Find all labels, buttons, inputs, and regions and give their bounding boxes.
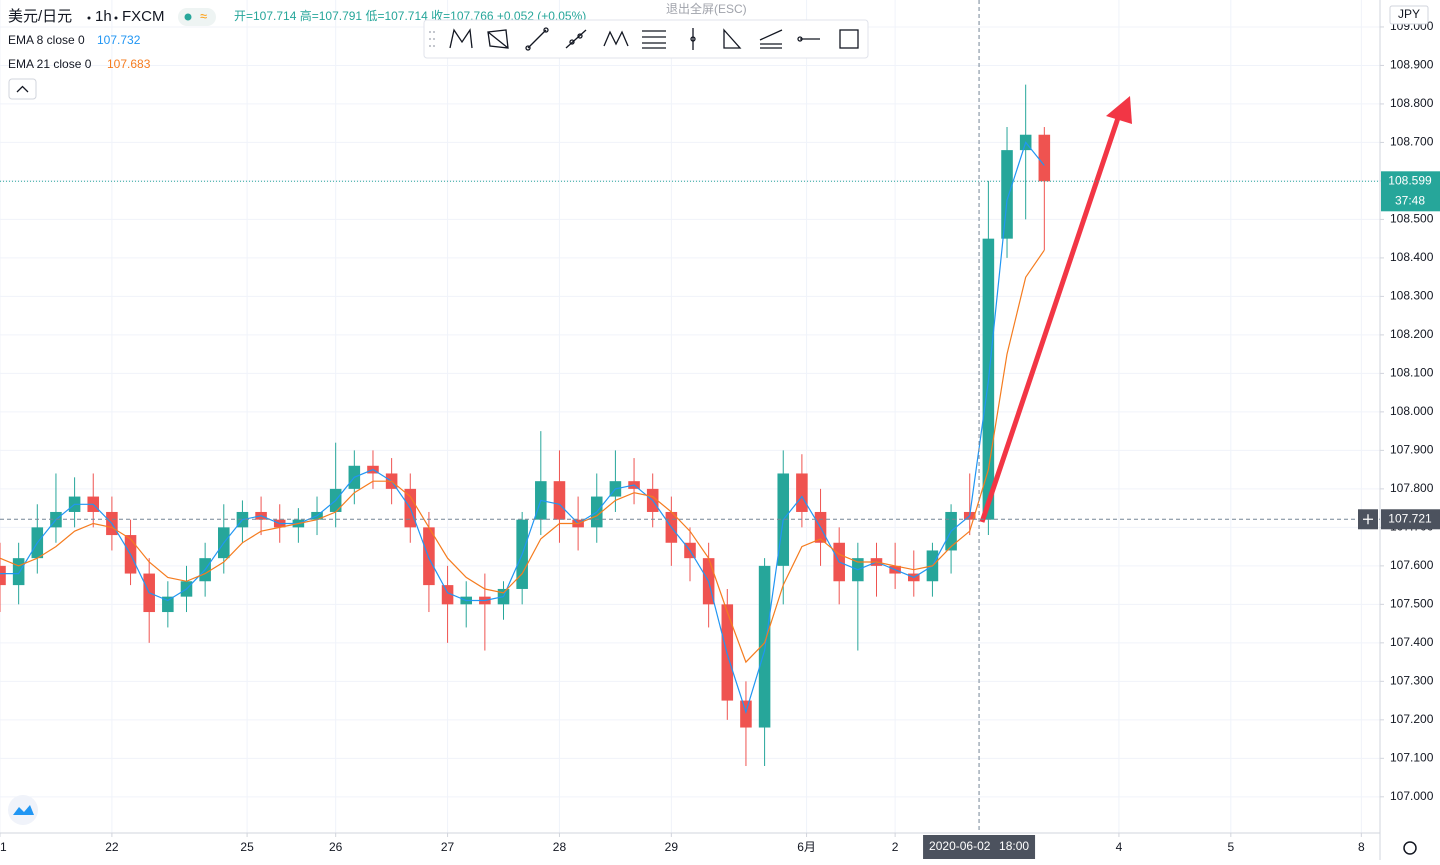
logo[interactable] [8, 795, 38, 825]
indicator-name[interactable]: EMA 21 close 0 [8, 57, 92, 71]
currency-box [1389, 5, 1429, 25]
tool-button[interactable] [603, 30, 629, 47]
currency-label: JPY [1398, 7, 1420, 21]
candle-body [162, 596, 174, 613]
tool-button[interactable] [690, 28, 696, 50]
y-tick-label: 107.500 [1390, 597, 1434, 611]
candle-body [12, 558, 25, 586]
tool-button[interactable] [565, 29, 587, 49]
indicator-name[interactable]: EMA 8 close 0 [8, 33, 85, 47]
crosshair-time-label: 18:00 [999, 839, 1029, 853]
crosshair-time-box [923, 835, 1036, 859]
tool-button[interactable] [487, 29, 509, 49]
y-tick-label: 107.200 [1390, 712, 1434, 726]
indicator-value: 107.683 [107, 57, 151, 71]
candle-body [1001, 150, 1013, 239]
y-tick-label: 107.300 [1390, 674, 1434, 688]
collapse-button[interactable] [8, 78, 37, 100]
y-tick-label: 107.600 [1390, 558, 1434, 572]
symbol-title[interactable]: 美元/日元 [8, 8, 72, 25]
x-tick-label: 26 [329, 840, 343, 854]
ohlc-text: 开=107.714 高=107.791 低=107.714 收=107.766 … [234, 8, 586, 23]
y-tick-label: 108.500 [1390, 212, 1434, 226]
status-icon: ≈ [200, 8, 207, 23]
y-tick-label: 108.900 [1390, 58, 1434, 72]
source: FXCM [122, 8, 165, 25]
tool-button[interactable] [797, 36, 820, 42]
y-tick-label: 108.100 [1390, 366, 1434, 380]
candle-body [1038, 134, 1051, 182]
candle-body [553, 481, 566, 520]
x-tick-label: 27 [441, 840, 455, 854]
y-tick-label: 108.200 [1390, 327, 1434, 341]
y-tick-label: 108.700 [1390, 135, 1434, 149]
candle-body [0, 565, 6, 586]
y-tick-label: 108.800 [1390, 96, 1434, 110]
indicator-line [0, 141, 1045, 715]
y-tick-label: 107.800 [1390, 481, 1434, 495]
collapse-icon [16, 85, 29, 93]
crosshair-date-label: 2020-06-02 [929, 839, 991, 853]
annotation-arrow [979, 96, 1132, 523]
x-tick-label: 22 [105, 840, 119, 854]
y-tick-label: 108.000 [1390, 404, 1434, 418]
exit-fullscreen[interactable] [660, 0, 784, 20]
countdown: 37:48 [1395, 193, 1425, 207]
x-tick-label: 25 [240, 840, 254, 854]
crosshair-price-box [1381, 509, 1440, 530]
y-tick-label: 107.900 [1390, 443, 1434, 457]
x-tick-label: 21 [0, 840, 7, 854]
candle-body [740, 700, 752, 728]
crosshair-price-label: 107.721 [1388, 511, 1432, 525]
y-tick-label: 108.400 [1390, 250, 1434, 264]
y-tick-label: 107.400 [1390, 635, 1434, 649]
tool-button[interactable] [723, 28, 742, 49]
exit-fullscreen-label[interactable]: 退出全屏(ESC) [666, 1, 747, 16]
candle-body [423, 527, 435, 586]
market-status[interactable] [178, 8, 216, 26]
x-tick-label: 6月 [797, 840, 816, 854]
x-tick-label: 29 [665, 840, 679, 854]
candle-body [441, 585, 454, 605]
x-tick-label: 4 [1116, 840, 1123, 854]
tool-button[interactable] [759, 29, 783, 49]
last-price-label: 108.599 [1388, 173, 1432, 187]
settings-button[interactable] [1403, 841, 1417, 855]
candle-body [796, 473, 808, 512]
indicator-line [0, 249, 1045, 664]
tool-button[interactable] [525, 27, 549, 51]
tool-button[interactable] [839, 29, 859, 49]
tool-button[interactable] [449, 28, 473, 49]
tool-button[interactable] [642, 30, 666, 49]
status-dot [184, 13, 192, 21]
x-tick-label: 2 [892, 840, 899, 854]
y-tick-label: 107.100 [1390, 750, 1434, 764]
last-price-box [1381, 171, 1440, 212]
separator [114, 16, 118, 20]
separator [87, 16, 91, 20]
x-tick-label: 28 [553, 840, 567, 854]
logo-icon [13, 805, 34, 815]
x-tick-label: 5 [1227, 840, 1234, 854]
drawing-toolbar [423, 19, 869, 59]
plus-icon [1363, 514, 1373, 525]
x-tick-label: 8 [1358, 840, 1365, 854]
y-tick-label: 107.000 [1390, 789, 1434, 803]
interval[interactable]: 1h [95, 8, 112, 25]
y-tick-label: 108.300 [1390, 289, 1434, 303]
indicator-value: 107.732 [97, 33, 141, 47]
